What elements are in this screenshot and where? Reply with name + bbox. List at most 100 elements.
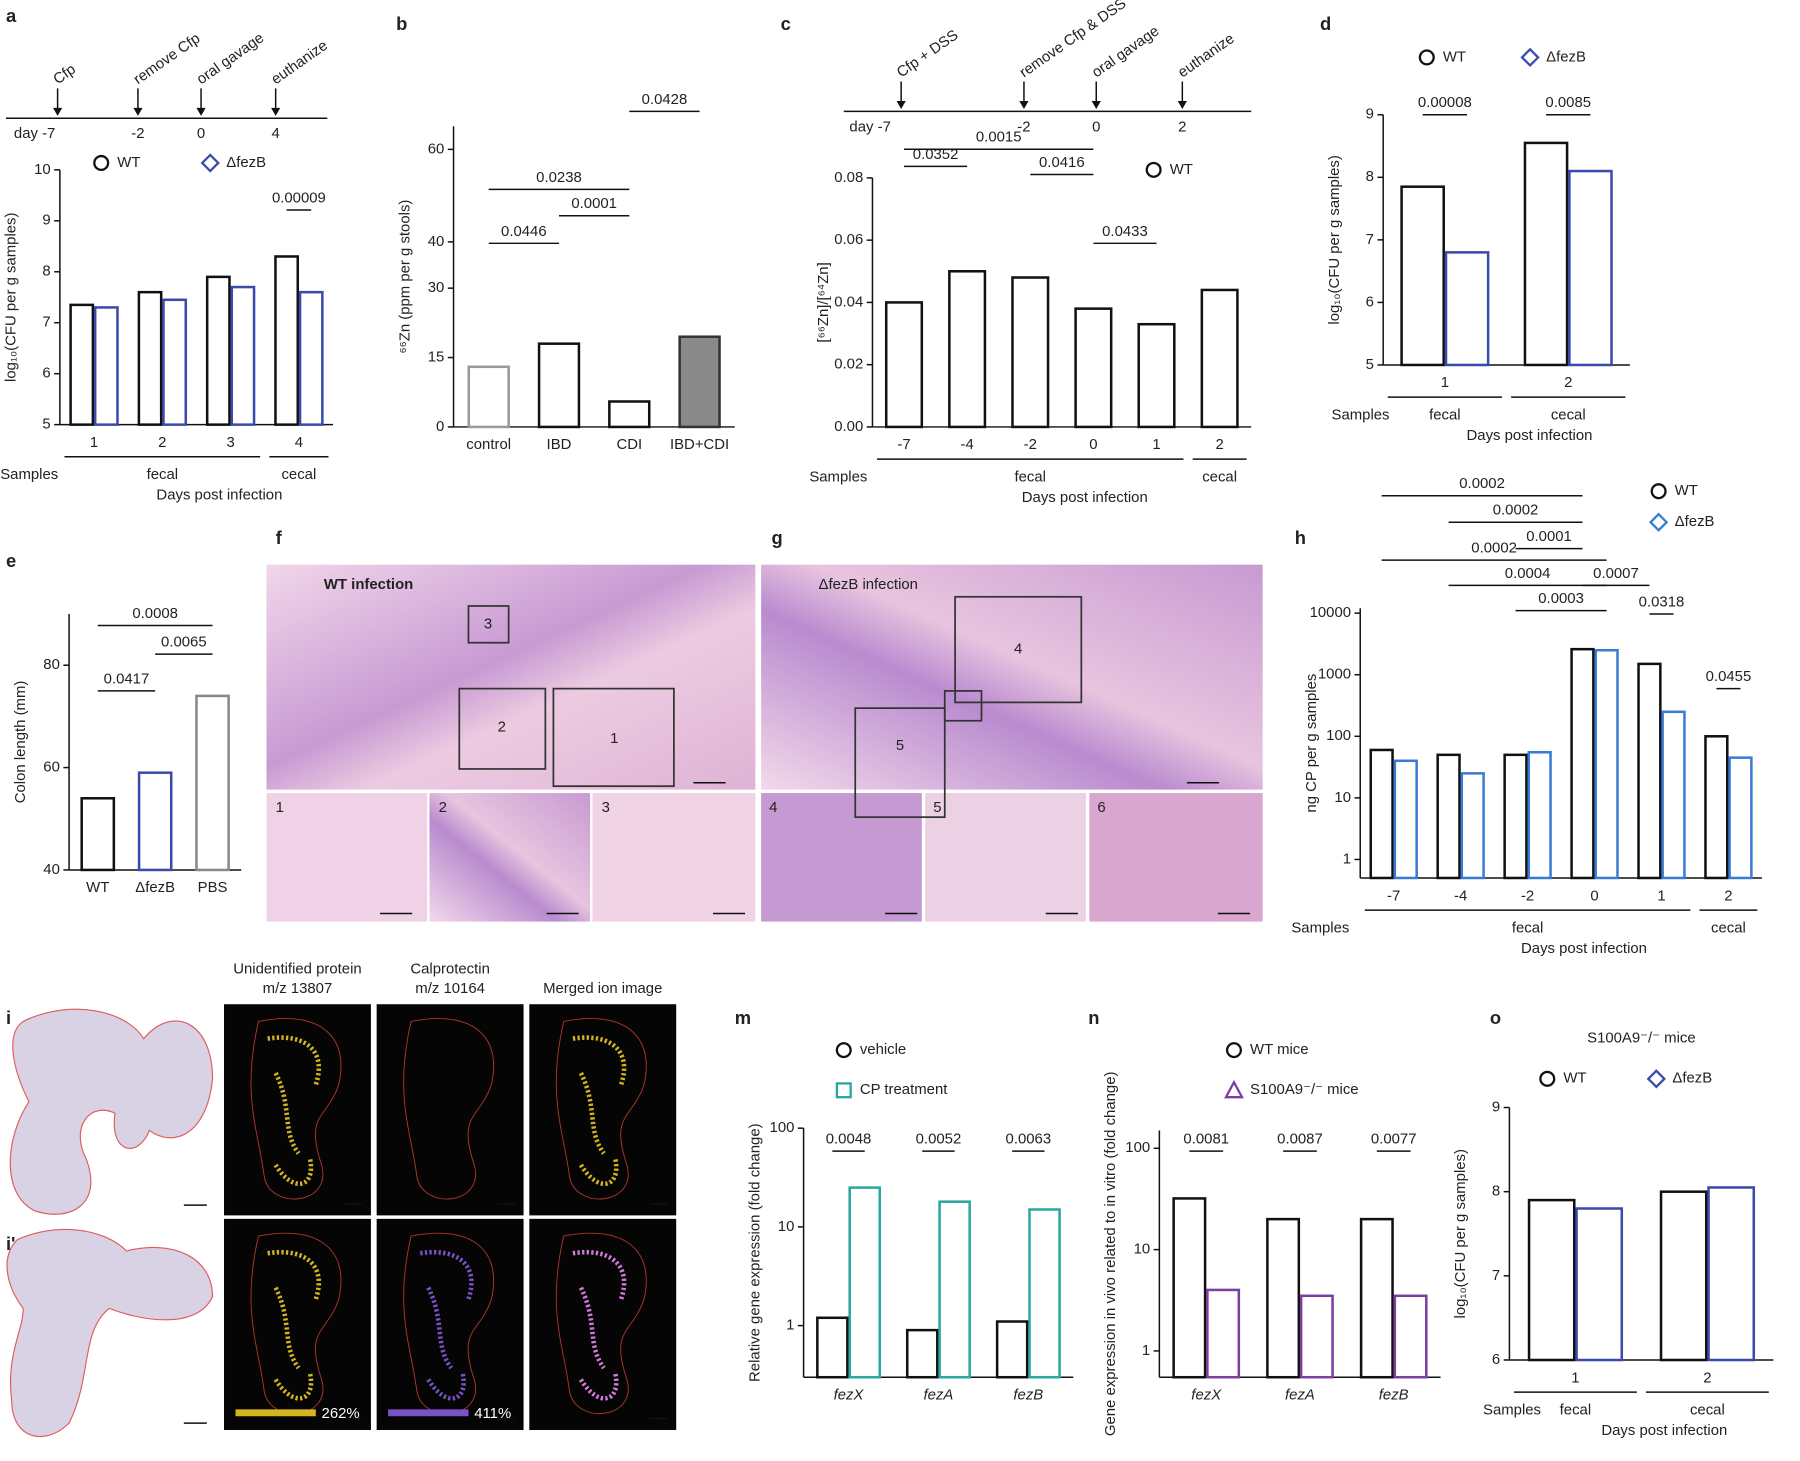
bar [1011,276,1050,429]
y-tick-label: 0.04 [834,294,863,310]
p-value: 0.0002 [1459,476,1505,492]
tissue-outline [403,1232,495,1414]
arrow-head [1091,100,1101,110]
p-value: 0.0063 [1006,1132,1052,1148]
inset-label: 5 [933,800,941,816]
legend-label: WT [1563,1071,1586,1087]
bar [1527,1198,1576,1362]
inset-label: 6 [1097,800,1105,816]
p-value: 0.0004 [1505,566,1551,582]
p-value: 0.0087 [1277,1132,1323,1148]
inset-label: 3 [602,800,610,816]
histology-image [266,564,756,790]
histology-image [592,793,756,922]
p-value: 0.0446 [501,224,547,240]
bar [1460,772,1485,880]
x-tick-label: 1 [90,435,98,451]
timeline-event: Cfp [51,62,79,88]
p-value: 0.0002 [1471,541,1517,557]
histology-image [266,793,428,922]
x-tick-label: fezB [1013,1388,1043,1404]
timeline-event: Cfp + DSS [894,27,961,81]
p-value: 0.0077 [1371,1132,1417,1148]
y-tick-label: 6 [1366,294,1374,310]
panel-letter: d [1320,13,1331,34]
arrow-head [271,107,281,116]
p-value: 0.0455 [1706,669,1752,685]
y-tick-label: 9 [1492,1099,1500,1115]
bar [1299,1294,1334,1379]
legend-marker [1418,49,1435,66]
x-tick-label: PBS [198,880,228,896]
x-group-label: cecal [281,467,316,483]
y-axis-label: ⁶⁶Zn (ppm per g stools) [397,200,413,354]
histology-image [925,793,1086,922]
x-tick-label: 0 [1089,437,1097,453]
timeline-event: euthanize [1175,31,1237,81]
bar [1400,185,1445,367]
bar [537,342,581,429]
y-tick-label: 10000 [1310,605,1351,621]
bar [1444,251,1490,367]
legend-marker [1520,47,1540,68]
image-label: ΔfezB infection [819,577,918,593]
x-tick-label: fezB [1379,1388,1409,1404]
legend-marker [835,1082,852,1099]
timeline-event: remove Cfp [131,31,203,88]
y-tick-label: 8 [1366,169,1374,185]
bar [938,1200,971,1379]
y-tick-label: 80 [43,657,60,673]
y-tick-label: 5 [42,417,50,433]
tissue-outline [555,1232,647,1414]
bar [1707,1186,1756,1362]
x-tick-label: fezA [1285,1388,1315,1404]
bar [230,285,256,426]
msi-header: Merged ion image [543,981,662,997]
bar [1594,648,1619,880]
timeline-event: oral gavage [194,30,267,88]
sample-label: Samples [1291,920,1349,936]
y-tick-label: 8 [1492,1184,1500,1200]
y-tick-label: 100 [1326,728,1351,744]
y-tick-label: 10 [1134,1242,1151,1258]
tissue-section [6,1228,214,1438]
bar [678,335,721,429]
y-tick-label: 0.06 [834,232,863,248]
legend-marker [1145,161,1162,178]
legend-marker [1648,512,1669,532]
x-tick-label: -2 [1024,437,1037,453]
sample-label: Samples [1332,407,1390,423]
legend-label: WT [1443,49,1466,65]
tissue-outline [250,1232,342,1414]
y-tick-label: 100 [770,1120,795,1136]
x-tick-label: fezX [834,1388,865,1404]
x-tick-label: WT [86,880,109,896]
p-value: 0.0085 [1545,95,1591,111]
bar [69,303,95,426]
y-tick-label: 10 [778,1219,795,1235]
x-tick-label: 2 [158,435,166,451]
bar [948,270,987,429]
bar [1393,1294,1428,1379]
p-value: 0.0318 [1639,594,1685,610]
panel-letter: n [1088,1007,1099,1028]
p-value: 0.0065 [161,635,207,651]
bar [195,694,230,872]
bar [1659,1190,1708,1362]
p-value: 0.0428 [642,92,688,108]
msi-header: m/z 13807 [263,981,333,997]
x-tick-label: 1 [1152,437,1160,453]
msi-header: m/z 10164 [415,981,485,997]
y-tick-label: 100 [1125,1140,1150,1156]
y-axis-label: Relative gene expression (fold change) [747,1123,763,1382]
bar [298,290,324,426]
bar [1074,307,1113,429]
panel-letter: c [781,13,791,34]
legend-marker [835,1042,852,1059]
histology-image [761,793,922,922]
arrow-head [133,107,143,116]
y-tick-label: 1 [1343,851,1351,867]
bar [1436,753,1461,880]
x-tick-label: CDI [616,437,642,453]
